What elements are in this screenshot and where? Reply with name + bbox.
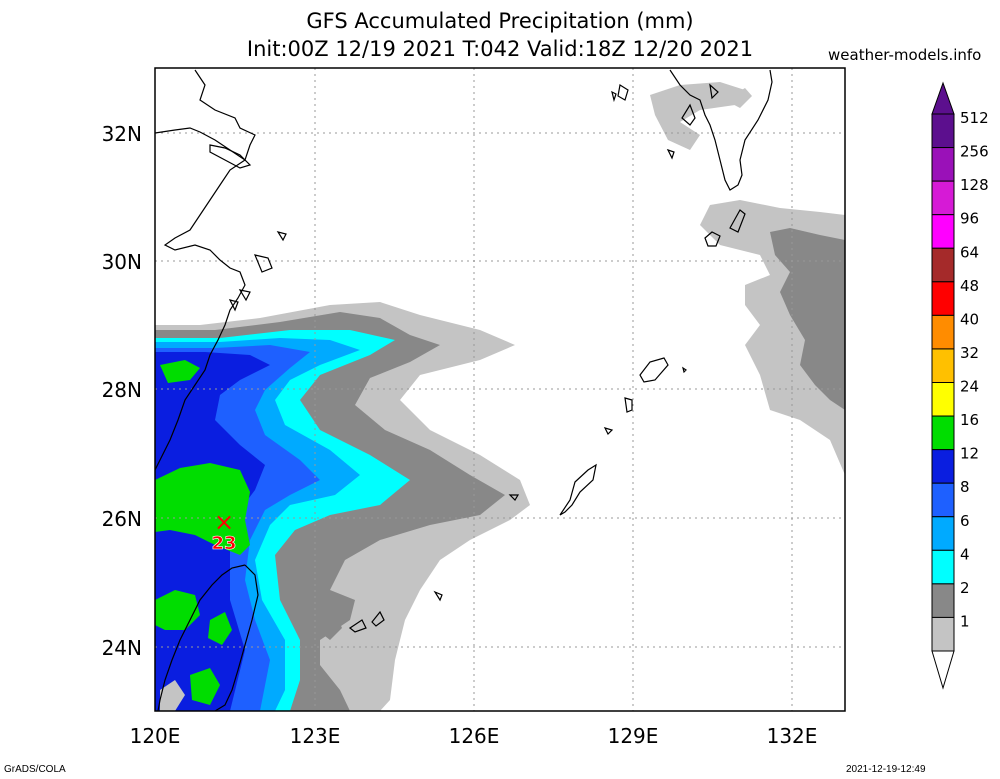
colorbar-label: 16 — [960, 411, 979, 429]
precip-band-16mm-d — [190, 668, 220, 705]
max-marker-symbol: × — [214, 508, 234, 536]
precip-ne-north — [650, 82, 745, 150]
lat-label: 26N — [102, 507, 142, 531]
colorbar-swatch — [931, 382, 955, 417]
colorbar-bottom-arrow — [931, 650, 955, 690]
precip-band-16mm — [155, 463, 250, 555]
footer-software-credit: GrADS/COLA — [4, 764, 66, 775]
colorbar-label: 32 — [960, 344, 979, 362]
lat-label: 32N — [102, 122, 142, 146]
colorbar-label: 40 — [960, 310, 979, 328]
lat-label: 28N — [102, 378, 142, 402]
coastlines — [155, 69, 773, 711]
colorbar-label: 24 — [960, 378, 979, 396]
colorbar-label: 256 — [960, 143, 989, 161]
precip-ne-2mm — [770, 228, 845, 410]
colorbar-swatch — [931, 482, 955, 518]
precip-patch-central-1 — [290, 602, 315, 628]
colorbar-swatch — [931, 616, 955, 652]
lon-label: 123E — [290, 724, 341, 748]
coastline-china — [155, 69, 256, 471]
precip-band-16mm-b — [160, 360, 200, 383]
coastline-taiwan — [157, 564, 259, 711]
map-title: GFS Accumulated Precipitation (mm) — [306, 9, 694, 33]
precip-band-16mm-c — [155, 590, 200, 630]
colorbar-swatch — [931, 583, 955, 618]
precip-band-16mm-e — [208, 612, 232, 645]
coastline-kyushu — [669, 69, 773, 191]
colorbar-label: 6 — [960, 512, 970, 530]
colorbar-swatch — [931, 281, 955, 316]
colorbar-label: 512 — [960, 109, 989, 127]
colorbar-swatch — [931, 180, 955, 216]
colorbar-top-arrow — [931, 81, 955, 115]
lon-label: 129E — [608, 724, 659, 748]
footer-timestamp: 2021-12-19-12:49 — [846, 764, 926, 775]
lon-label: 132E — [767, 724, 818, 748]
precip-patch-central-2 — [320, 612, 342, 640]
precip-ne-north-b — [725, 88, 752, 108]
colorbar-label: 8 — [960, 478, 970, 496]
coastline-ryukyu — [508, 357, 687, 516]
colorbar-swatch — [931, 449, 955, 484]
colorbar-label: 4 — [960, 545, 970, 563]
precip-band-1mm-sw — [160, 680, 185, 711]
lon-label: 120E — [130, 724, 181, 748]
colorbar-label: 48 — [960, 277, 979, 295]
colorbar-label: 2 — [960, 579, 970, 597]
colorbar-swatch — [931, 147, 955, 182]
colorbar-swatch — [931, 113, 955, 149]
lon-label: 126E — [449, 724, 500, 748]
colorbar-label: 128 — [960, 176, 989, 194]
colorbar-swatch — [931, 247, 955, 283]
coastline-islands-south-kyushu — [611, 84, 746, 247]
precipitation-shading — [155, 82, 845, 711]
colorbar-label: 1 — [960, 612, 970, 630]
map-border — [154, 67, 846, 712]
coastline-islands-east-china — [228, 231, 287, 312]
colorbar-swatch — [931, 214, 955, 249]
coastline-bay — [209, 144, 252, 169]
colorbar-swatch — [931, 516, 955, 551]
colorbar-label: 64 — [960, 243, 979, 261]
colorbar-label: 12 — [960, 445, 979, 463]
lat-label: 30N — [102, 250, 142, 274]
map-subtitle: Init:00Z 12/19 2021 T:042 Valid:18Z 12/2… — [246, 37, 754, 61]
colorbar-swatch — [931, 549, 955, 585]
max-marker-value: 23 — [211, 533, 236, 554]
latitude-labels: 32N 30N 28N 26N 24N — [102, 122, 142, 660]
colorbar-swatch — [931, 415, 955, 451]
colorbar-label: 96 — [960, 210, 979, 228]
graticule — [155, 68, 845, 711]
lat-label: 24N — [102, 636, 142, 660]
max-precip-marker: × 23 — [211, 508, 237, 554]
coastline-yaeyama — [348, 590, 443, 633]
colorbar-swatch — [931, 314, 955, 350]
colorbar-swatch — [931, 348, 955, 383]
longitude-labels: 120E 123E 126E 129E 132E — [130, 724, 818, 748]
site-credit: weather-models.info — [828, 46, 982, 64]
